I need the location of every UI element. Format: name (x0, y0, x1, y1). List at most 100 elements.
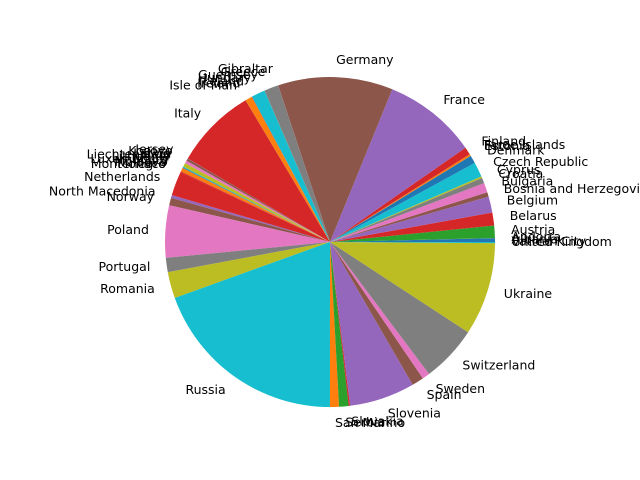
slice-san-marino (329, 242, 340, 407)
label-san-marino: San Marino (335, 415, 405, 430)
label-greece: Greece (221, 64, 266, 79)
label-belgium: Belgium (507, 192, 558, 207)
pie-slices (165, 76, 496, 407)
slice-ireland (245, 96, 330, 243)
slice-netherlands (171, 172, 330, 242)
slice-germany (278, 76, 393, 242)
slice-denmark (330, 155, 475, 242)
label-poland: Poland (107, 222, 149, 237)
label-bosnia-and-herzegovina: Bosnia and Herzegovina (504, 181, 640, 196)
label-estonia: Estonia (484, 138, 530, 153)
slice-belgium (330, 196, 493, 242)
slice-italy (187, 100, 330, 242)
label-croatia: Croatia (498, 166, 543, 181)
slice-switzerland (330, 242, 469, 374)
label-ireland: Ireland (197, 76, 240, 91)
label-austria: Austria (511, 222, 555, 237)
slice-monaco (180, 171, 330, 242)
pie-labels: AlbaniaAndorraAustriaBelarusBelgiumBosni… (49, 52, 640, 430)
label-faroe-islands: Faroe Islands (484, 137, 566, 152)
label-moldova: Moldova (114, 154, 167, 169)
slice-greece (264, 85, 330, 242)
label-andorra: Andorra (511, 229, 561, 244)
slice-montenegro (180, 171, 330, 242)
label-denmark: Denmark (487, 143, 545, 158)
slice-finland (330, 147, 470, 242)
label-gibraltar: Gibraltar (218, 61, 274, 76)
slice-malta (182, 167, 330, 242)
label-hungary: Hungary (198, 70, 252, 85)
label-isle-of-man: Isle of Man (169, 78, 237, 93)
label-serbia: Serbia (345, 414, 385, 429)
slice-france (330, 89, 466, 242)
label-ukraine: Ukraine (504, 286, 553, 301)
label-monaco: Monaco (117, 156, 166, 171)
label-montenegro: Montenegro (91, 156, 166, 171)
slice-czech-republic (330, 162, 482, 242)
label-bulgaria: Bulgaria (501, 174, 553, 189)
label-albania: Albania (512, 231, 559, 246)
label-iceland: Iceland (199, 74, 244, 89)
slice-albania (330, 238, 495, 242)
label-north-macedonia: North Macedonia (49, 183, 156, 198)
slice-sweden (330, 242, 430, 379)
slice-bosnia-and-herzegovina (330, 192, 489, 242)
label-slovakia: Slovakia (351, 414, 403, 429)
slice-faroe-islands (330, 154, 470, 242)
label-belarus: Belarus (510, 208, 557, 223)
slice-romania (167, 242, 330, 298)
label-latvia: Latvia (133, 145, 171, 160)
label-spain: Spain (427, 387, 462, 402)
label-jersey: Jersey (134, 142, 174, 157)
label-cyprus: Cyprus (497, 162, 541, 177)
label-czech-republic: Czech Republic (493, 154, 588, 169)
slice-jersey (187, 158, 330, 242)
slice-andorra (330, 237, 495, 242)
slice-portugal (165, 242, 330, 273)
slice-latvia (185, 160, 330, 242)
slice-cyprus (330, 176, 483, 242)
label-united-kingdom: United Kingdom (512, 234, 612, 249)
label-switzerland: Switzerland (462, 358, 535, 373)
slice-poland (165, 205, 330, 258)
label-lithuania: Lithuania (112, 149, 170, 164)
slice-slovenia (330, 242, 413, 406)
slice-isle-of-man (245, 100, 330, 242)
slice-russia (174, 242, 330, 407)
label-guernsey: Guernsey (198, 67, 258, 82)
label-kosovo: Kosovo (128, 143, 172, 158)
slice-kosovo (186, 158, 330, 242)
slice-luxembourg (182, 166, 330, 242)
label-malta: Malta (133, 152, 167, 167)
slice-spain (330, 242, 423, 385)
label-finland: Finland (481, 133, 526, 148)
slice-gibraltar (278, 85, 330, 243)
slice-bulgaria (330, 183, 488, 242)
label-netherlands: Netherlands (84, 169, 160, 184)
slice-estonia (330, 154, 471, 242)
label-germany: Germany (336, 52, 394, 67)
label-portugal: Portugal (99, 259, 151, 274)
slice-north-macedonia (171, 195, 330, 242)
label-luxembourg: Luxembourg (90, 151, 168, 166)
slice-iceland (251, 96, 330, 243)
slice-croatia (330, 177, 485, 242)
slice-liechtenstein (185, 163, 330, 242)
slice-serbia (330, 242, 349, 407)
label-sweden: Sweden (436, 381, 485, 396)
label-norway: Norway (107, 189, 155, 204)
slice-moldova (180, 168, 330, 242)
slice-slovakia (330, 242, 351, 406)
label-slovenia: Slovenia (388, 406, 441, 421)
label-liechtenstein: Liechtenstein (87, 147, 171, 162)
slice-lithuania (183, 163, 330, 242)
label-russia: Russia (185, 382, 225, 397)
slice-belarus (330, 212, 495, 242)
slice-hungary (252, 90, 330, 242)
slice-norway (169, 197, 330, 242)
slice-guernsey (264, 90, 330, 242)
label-france: France (443, 92, 485, 107)
slice-united-kingdom (330, 242, 496, 244)
label-italy: Italy (174, 106, 202, 121)
